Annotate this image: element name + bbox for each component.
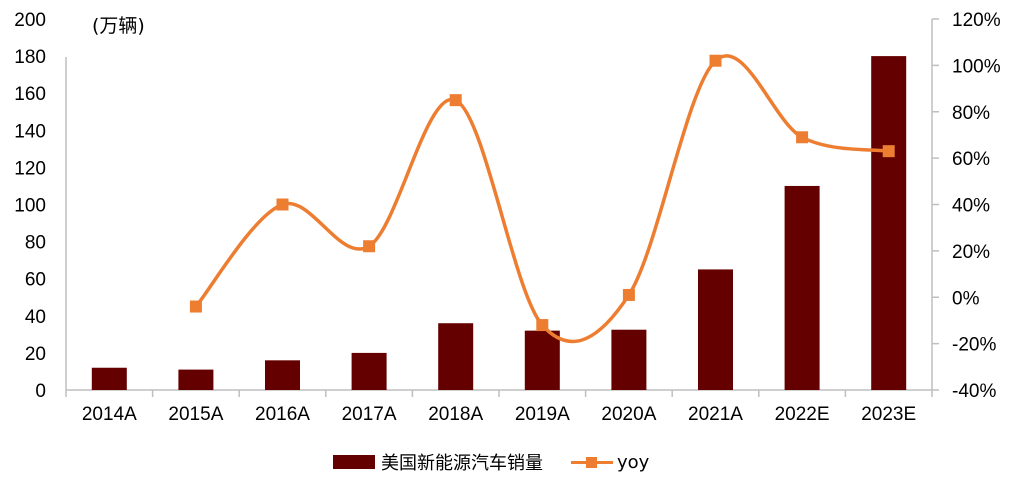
x-axis: 2014A 2015A 2016A 2017A 2018A 2019A 2020A 2021A…: [65, 389, 933, 425]
left-tick-label: 180: [14, 47, 46, 68]
combo-chart: 0 20 40 60 80 100 120 140 160 180 200 -40% -20% 0% 20…: [14, 10, 1001, 425]
unit-label: (万辆): [92, 15, 145, 37]
bar: [784, 185, 820, 390]
x-tick-label: 2020A: [601, 404, 656, 425]
yoy-marker: [709, 54, 722, 67]
right-tick-label: 80%: [952, 103, 990, 124]
yoy-line-series: [189, 54, 895, 344]
x-tick-label: 2019A: [515, 404, 570, 425]
bar: [265, 360, 300, 390]
bar: [871, 56, 907, 390]
left-tick-label: 100: [14, 196, 46, 217]
yoy-marker: [363, 240, 376, 253]
bar: [438, 323, 474, 390]
right-tick-label: 40%: [952, 196, 990, 217]
yoy-marker: [189, 300, 202, 313]
right-tick-label: 100%: [952, 56, 1001, 77]
x-tick-label: 2015A: [168, 404, 223, 425]
bar: [611, 329, 647, 390]
left-tick-label: 0: [35, 381, 46, 402]
left-tick-label: 120: [14, 158, 46, 179]
left-tick-label: 160: [14, 84, 46, 105]
bar-series: [91, 56, 907, 390]
left-tick-label: 40: [25, 307, 46, 328]
yoy-marker: [622, 288, 635, 301]
x-tick-label: 2014A: [82, 404, 137, 425]
bar: [351, 352, 387, 390]
bar: [698, 269, 733, 390]
right-tick-label: -20%: [952, 335, 996, 356]
legend-item-sales: 美国新能源汽车销量: [333, 449, 543, 475]
x-tick-label: 2016A: [255, 404, 310, 425]
x-tick-label: 2017A: [342, 404, 397, 425]
left-tick-label: 80: [25, 233, 46, 254]
bar: [524, 330, 560, 390]
yoy-marker: [449, 94, 462, 107]
x-tick-label: 2022E: [775, 404, 830, 425]
yoy-marker: [536, 319, 549, 332]
yoy-marker: [796, 131, 809, 144]
left-tick-label: 200: [14, 10, 46, 31]
x-tick-label: 2023E: [861, 404, 916, 425]
bar-swatch-icon: [333, 455, 375, 469]
left-tick-label: 140: [14, 121, 46, 142]
yoy-marker: [276, 198, 289, 211]
left-y-axis: 0 20 40 60 80 100 120 140 160 180 200: [14, 10, 67, 402]
right-tick-label: 120%: [952, 10, 1001, 31]
line-marker-swatch-icon: [571, 455, 613, 469]
left-tick-label: 60: [25, 270, 46, 291]
bar: [178, 369, 214, 390]
x-tick-label: 2018A: [428, 404, 483, 425]
left-tick-label: 20: [25, 344, 46, 365]
x-tick-label: 2021A: [688, 404, 743, 425]
legend: 美国新能源汽车销量 yoy: [333, 449, 677, 475]
right-y-axis: -40% -20% 0% 20% 40% 60% 80% 100% 120%: [931, 10, 1001, 402]
yoy-marker: [882, 145, 895, 158]
right-tick-label: 0%: [952, 288, 980, 309]
right-tick-label: 60%: [952, 149, 990, 170]
legend-label-sales: 美国新能源汽车销量: [381, 453, 543, 474]
legend-item-yoy: yoy: [571, 452, 649, 473]
bar: [91, 367, 127, 390]
yoy-line: [194, 54, 889, 344]
right-tick-label: -40%: [952, 381, 996, 402]
right-tick-label: 20%: [952, 242, 990, 263]
legend-label-yoy: yoy: [617, 451, 650, 473]
